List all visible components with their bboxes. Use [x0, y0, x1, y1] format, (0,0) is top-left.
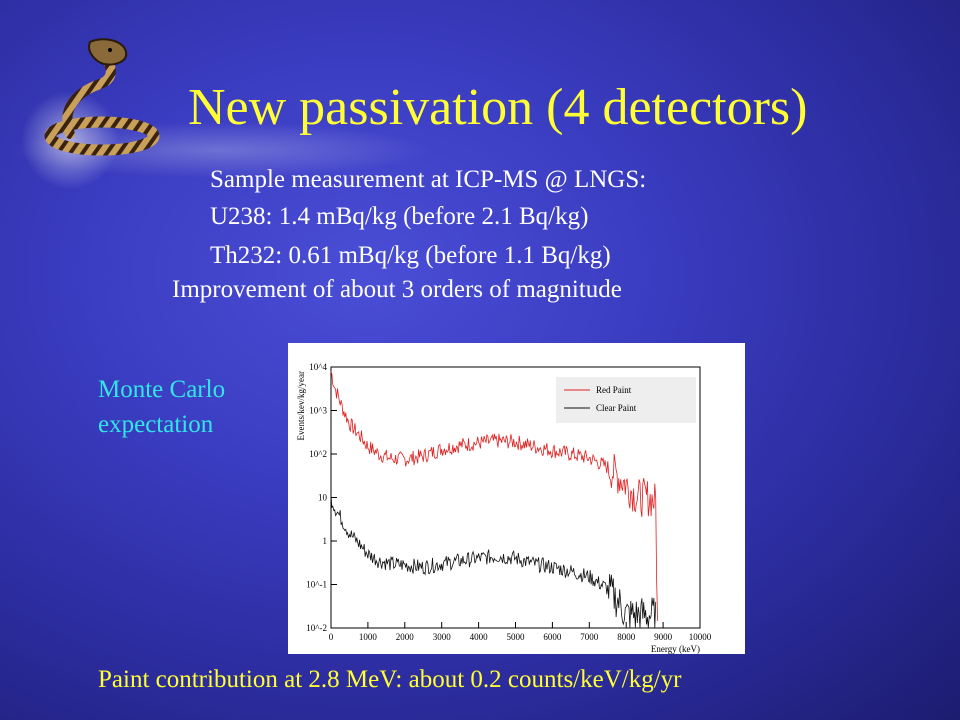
spectrum-chart-svg: 0 1000 2000 3000 4000 5000 6000 7000 8000 9000 100…: [296, 362, 712, 654]
x-tick-label: 6000: [543, 632, 562, 642]
legend-label: Clear Paint: [596, 403, 637, 413]
x-tick-label: 2000: [396, 632, 415, 642]
y-tick-label: 10^-2: [306, 623, 327, 633]
x-tick-label: 10000: [689, 632, 712, 642]
monte-carlo-label: Monte Carlo expectation: [98, 372, 268, 442]
y-tick-label: 1: [323, 536, 328, 546]
cobra-icon: [44, 38, 160, 156]
x-tick-label: 4000: [470, 632, 489, 642]
legend-label: Red Paint: [596, 385, 632, 395]
y-tick-label: 10^2: [309, 449, 327, 459]
monte-carlo-label-line2: expectation: [98, 411, 214, 438]
monte-carlo-label-line1: Monte Carlo: [98, 376, 226, 403]
y-tick-label: 10^4: [309, 362, 327, 372]
u238-result: U238: 1.4 mBq/kg (before 2.1 Bq/kg): [210, 203, 589, 230]
x-axis-label: Energy (keV): [651, 644, 700, 654]
series-line-red-paint: [330, 371, 658, 621]
x-tick-label: 5000: [507, 632, 526, 642]
th232-result: Th232: 0.61 mBq/kg (before 1.1 Bq/kg): [210, 242, 611, 269]
x-tick-label: 7000: [580, 632, 599, 642]
series-line-clear-paint: [330, 494, 657, 629]
y-axis-label: Events/kev/kg/year: [296, 371, 306, 440]
x-tick-label: 0: [329, 632, 334, 642]
spectrum-chart: 0 1000 2000 3000 4000 5000 6000 7000 8000 9000 100…: [288, 343, 745, 654]
y-tick-label: 10^-1: [306, 580, 327, 590]
x-tick-label: 8000: [617, 632, 636, 642]
x-tick-label: 9000: [654, 632, 673, 642]
y-tick-label: 10: [318, 493, 328, 503]
paint-contribution-note: Paint contribution at 2.8 MeV: about 0.2…: [98, 666, 682, 693]
improvement-note: Improvement of about 3 orders of magnitu…: [172, 276, 622, 303]
legend-box: [556, 377, 696, 423]
measurement-heading: Sample measurement at ICP-MS @ LNGS:: [210, 166, 647, 193]
slide-title: New passivation (4 detectors): [188, 79, 808, 136]
y-tick-label: 10^3: [309, 406, 327, 416]
x-tick-label: 3000: [433, 632, 452, 642]
x-tick-label: 1000: [359, 632, 378, 642]
